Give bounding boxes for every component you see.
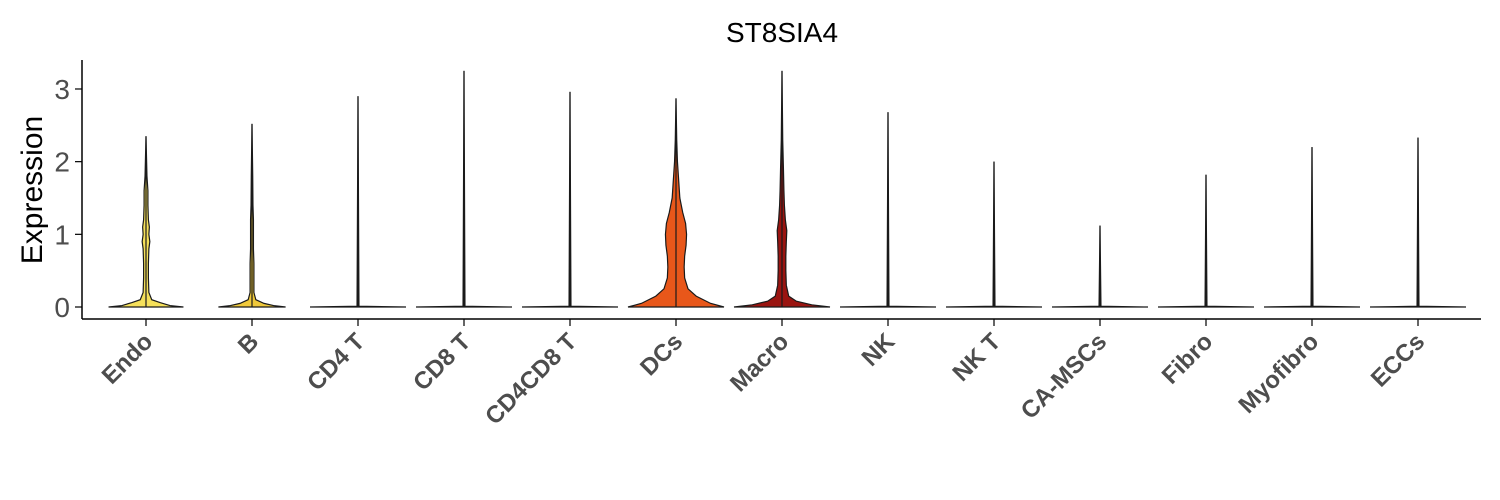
x-tick-label: Macro <box>725 328 794 397</box>
x-tick-label: Endo <box>97 328 159 390</box>
x-tick-label: ECCs <box>1366 328 1430 392</box>
y-ticks-group: 0 1 2 3 <box>54 74 82 323</box>
x-tick-label: CD4CD8 T <box>480 328 582 430</box>
x-tick-label: Fibro <box>1157 328 1219 390</box>
x-tick-label: CA-MSCs <box>1016 328 1112 424</box>
y-tick-label: 3 <box>54 74 70 105</box>
x-tick-label: B <box>233 328 264 359</box>
y-axis-label: Expression <box>16 116 49 264</box>
x-tick-label: DCs <box>635 328 688 381</box>
violins-group <box>108 70 1467 308</box>
chart-title: ST8SIA4 <box>726 17 838 48</box>
y-tick-label: 0 <box>54 292 70 323</box>
y-tick-label: 2 <box>54 147 70 178</box>
x-tick-label: CD8 T <box>408 328 476 396</box>
x-tick-label: Myofibro <box>1234 328 1325 419</box>
x-tick-label: CD4 T <box>302 328 370 396</box>
x-tick-label: NK <box>857 328 901 372</box>
x-ticks-group: Endo B CD4 T CD8 T CD4CD8 T DCs Macro NK NK T CA-… <box>97 319 1430 430</box>
x-tick-label: NK T <box>948 328 1007 387</box>
y-tick-label: 1 <box>54 219 70 250</box>
